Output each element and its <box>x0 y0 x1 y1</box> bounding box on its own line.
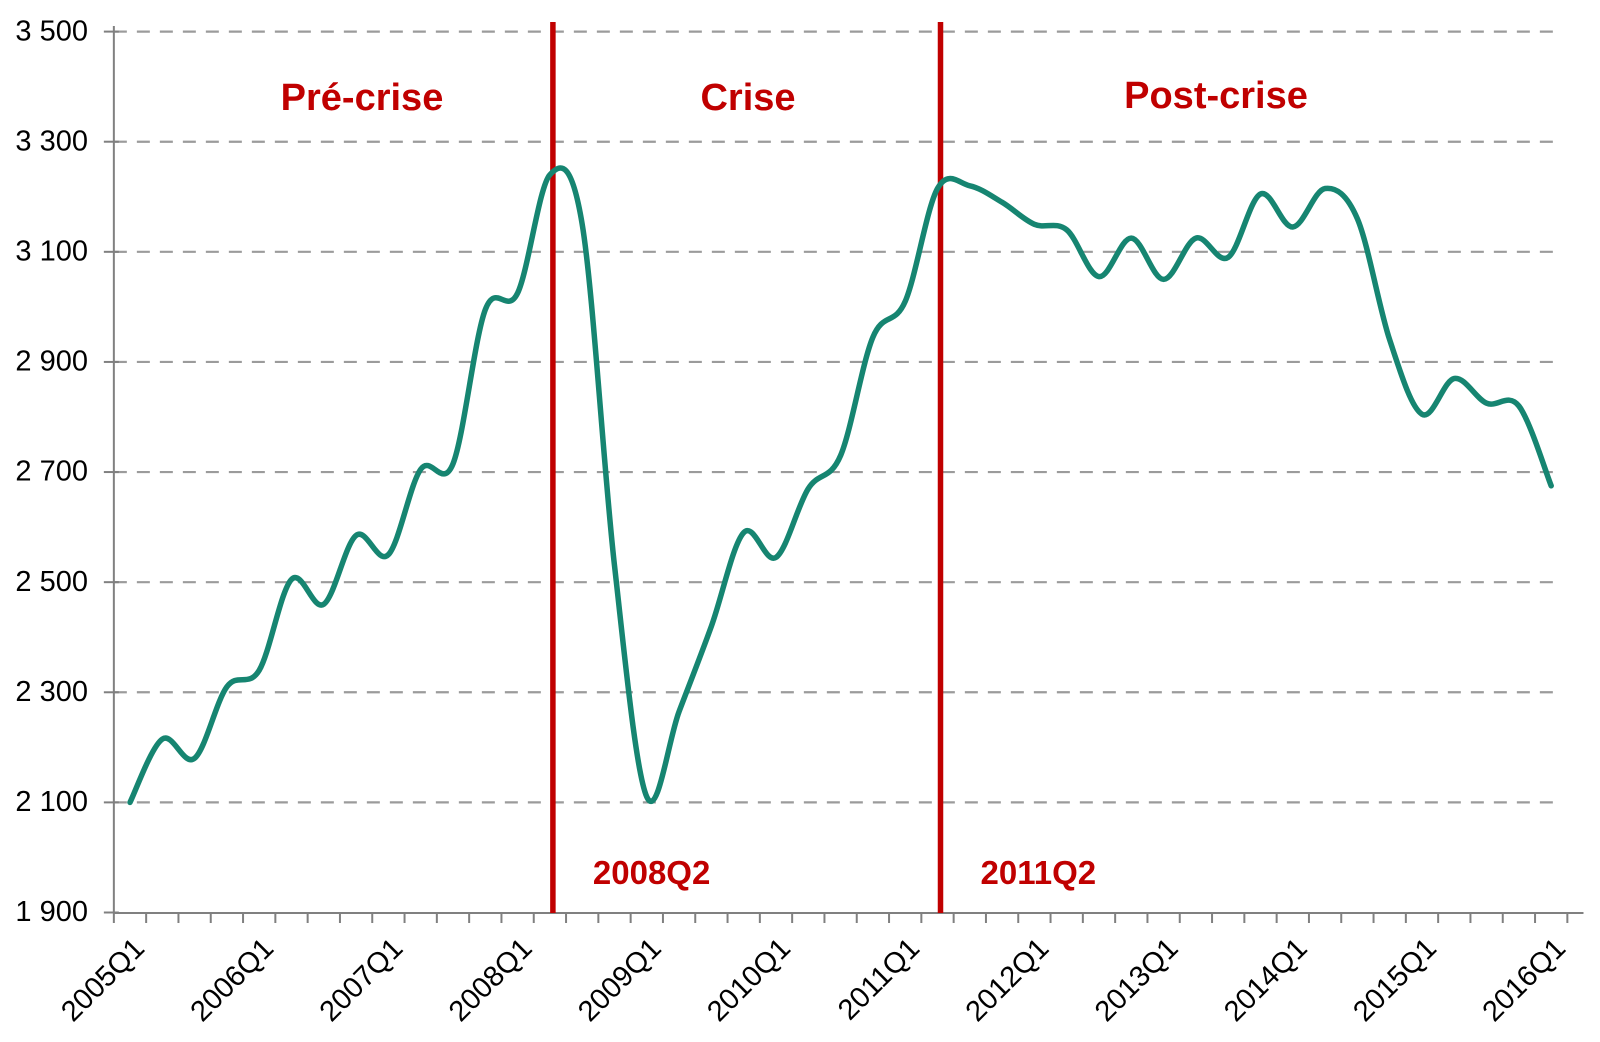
series-line <box>127 165 1554 806</box>
vline-label-2008Q2: 2008Q2 <box>593 854 710 891</box>
y-tick-label: 3 500 <box>15 15 88 47</box>
y-tick-label: 2 900 <box>15 346 88 378</box>
phase-label-2: Post-crise <box>1124 75 1308 117</box>
phase-label-0: Pré-crise <box>281 77 444 119</box>
y-tick-label: 2 700 <box>15 456 88 488</box>
phase-label-1: Crise <box>700 77 795 119</box>
y-tick-label: 3 100 <box>15 235 88 267</box>
vline-label-2011Q2: 2011Q2 <box>981 854 1097 891</box>
y-tick-label: 2 500 <box>15 566 88 598</box>
y-tick-label: 3 300 <box>15 125 88 157</box>
y-tick-label: 2 100 <box>15 786 88 818</box>
y-tick-label: 1 900 <box>15 896 88 928</box>
y-tick-label: 2 300 <box>15 676 88 708</box>
